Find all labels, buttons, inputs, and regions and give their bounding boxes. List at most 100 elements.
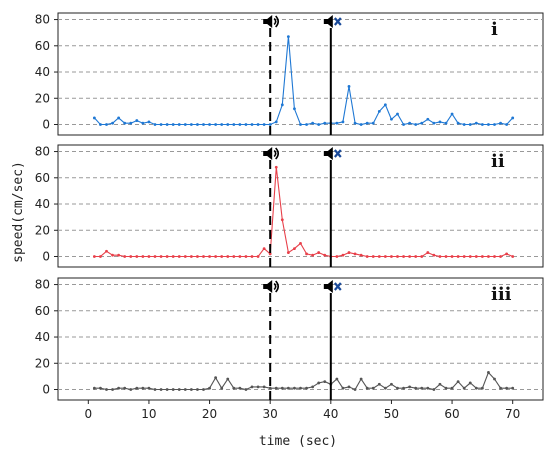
data-point bbox=[438, 120, 442, 124]
data-point bbox=[317, 251, 321, 254]
speaker-mute-icon bbox=[323, 147, 342, 160]
event-markers bbox=[263, 15, 342, 400]
data-point bbox=[105, 388, 108, 391]
data-point bbox=[92, 255, 96, 258]
data-point bbox=[153, 123, 157, 126]
data-point bbox=[244, 123, 248, 126]
data-point bbox=[450, 255, 454, 258]
y-tick-label: 80 bbox=[35, 278, 50, 292]
data-point bbox=[396, 255, 399, 258]
x-axis-label: time (sec) bbox=[259, 434, 337, 449]
data-point bbox=[196, 123, 199, 126]
data-point bbox=[274, 120, 278, 124]
data-point bbox=[317, 381, 321, 385]
data-point bbox=[147, 120, 151, 124]
data-point bbox=[111, 388, 114, 391]
series-line bbox=[93, 36, 514, 126]
data-point bbox=[499, 255, 502, 258]
speaker-body bbox=[263, 280, 273, 293]
data-point bbox=[123, 121, 127, 125]
data-point bbox=[183, 388, 187, 391]
data-point bbox=[196, 388, 199, 391]
mute-cross bbox=[333, 149, 342, 158]
data-point bbox=[171, 388, 175, 391]
data-point bbox=[189, 255, 193, 258]
data-point bbox=[377, 109, 381, 113]
data-point bbox=[359, 377, 363, 381]
data-point bbox=[487, 255, 490, 258]
data-point bbox=[165, 388, 169, 391]
data-point bbox=[147, 386, 151, 390]
panel-frame bbox=[57, 12, 544, 136]
speaker-body bbox=[323, 280, 333, 293]
data-point bbox=[220, 386, 224, 390]
data-point bbox=[359, 253, 363, 257]
y-tick-label: 60 bbox=[35, 304, 50, 318]
data-point bbox=[141, 121, 145, 125]
data-point bbox=[390, 255, 393, 258]
data-point bbox=[396, 112, 399, 116]
data-point bbox=[450, 112, 454, 116]
data-point bbox=[414, 123, 418, 126]
data-point bbox=[99, 255, 102, 258]
data-point bbox=[117, 386, 121, 390]
data-point bbox=[280, 218, 284, 222]
data-point bbox=[99, 386, 102, 390]
speaker-on-icon bbox=[263, 280, 279, 293]
data-point bbox=[256, 123, 260, 126]
panel-frame bbox=[57, 277, 544, 401]
data-point bbox=[505, 123, 509, 126]
data-point bbox=[468, 381, 472, 385]
data-point bbox=[511, 116, 515, 120]
data-point bbox=[353, 388, 357, 391]
data-point bbox=[147, 255, 151, 258]
data-point bbox=[305, 252, 308, 256]
data-point bbox=[347, 85, 351, 88]
data-point bbox=[244, 255, 248, 258]
data-point bbox=[341, 120, 345, 124]
data-point bbox=[335, 255, 339, 258]
x-tick-label: 0 bbox=[84, 407, 92, 421]
data-point bbox=[111, 121, 114, 125]
data-point bbox=[420, 386, 424, 390]
data-point bbox=[377, 382, 381, 386]
data-point bbox=[220, 255, 224, 258]
data-point bbox=[359, 123, 363, 126]
y-tick-label: 40 bbox=[35, 197, 50, 211]
data-point bbox=[371, 121, 375, 125]
data-point bbox=[371, 386, 375, 390]
data-point bbox=[171, 123, 175, 126]
data-point bbox=[383, 386, 387, 390]
panel-i: 0 20 40 60 80 i bbox=[35, 12, 544, 136]
data-point bbox=[244, 388, 248, 391]
data-point bbox=[268, 386, 272, 390]
x-tick-label: 40 bbox=[323, 407, 338, 421]
mute-cross bbox=[333, 282, 342, 291]
x-tick-label: 60 bbox=[444, 407, 459, 421]
data-point bbox=[341, 253, 345, 257]
data-point bbox=[456, 380, 460, 384]
data-point bbox=[92, 116, 96, 120]
data-point bbox=[493, 123, 496, 126]
data-point bbox=[202, 123, 205, 126]
data-point bbox=[468, 255, 472, 258]
data-point bbox=[347, 385, 351, 389]
data-point bbox=[92, 386, 96, 390]
y-tick-label: 60 bbox=[35, 171, 50, 185]
data-point bbox=[202, 255, 205, 258]
data-point bbox=[462, 386, 466, 390]
data-point bbox=[214, 123, 218, 126]
data-point bbox=[408, 121, 412, 125]
data-point bbox=[165, 255, 169, 258]
data-point bbox=[238, 255, 242, 258]
data-point bbox=[299, 241, 302, 245]
speaker-mute-icon bbox=[323, 15, 342, 28]
data-point bbox=[250, 255, 254, 258]
data-point bbox=[468, 123, 472, 126]
x-tick-label: 10 bbox=[141, 407, 156, 421]
data-point bbox=[335, 121, 339, 125]
data-point bbox=[311, 253, 315, 257]
chart-panels: 0 20 40 60 80 i 0 20 40 60 80 ii 0 20 40 60 80 iii bbox=[35, 12, 544, 401]
data-point bbox=[117, 253, 121, 257]
data-point bbox=[432, 253, 436, 257]
